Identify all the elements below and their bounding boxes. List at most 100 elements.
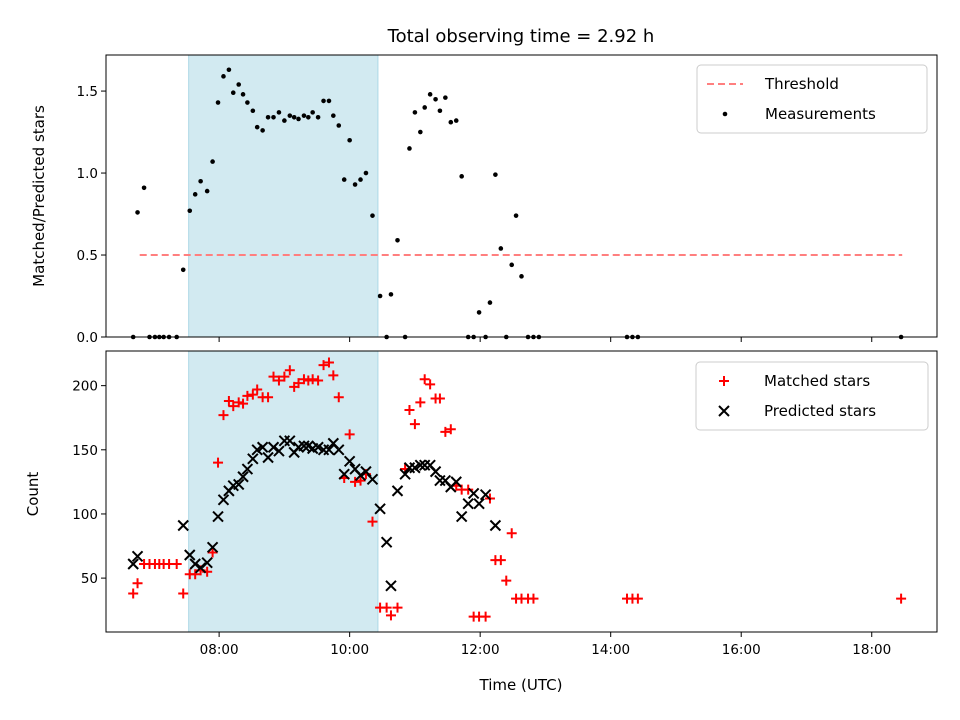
measurements-point bbox=[363, 170, 369, 176]
predicted-stars-point bbox=[455, 510, 468, 523]
matched-stars-point bbox=[501, 575, 512, 586]
measurements-point bbox=[240, 92, 246, 97]
measurements-point bbox=[443, 95, 448, 100]
matched-stars-point bbox=[434, 393, 445, 404]
matched-stars-point bbox=[480, 611, 491, 622]
matched-stars-point bbox=[323, 357, 334, 368]
predicted-stars-point bbox=[217, 494, 230, 506]
measurements-point bbox=[315, 115, 321, 120]
matched-stars-point bbox=[207, 547, 218, 558]
measurements-point bbox=[321, 98, 326, 104]
matched-stars-point bbox=[419, 374, 430, 385]
matched-stars-point bbox=[313, 375, 324, 386]
bottom-ytick-label: 50 bbox=[81, 571, 98, 587]
measurements-point bbox=[427, 92, 433, 97]
measurements-point bbox=[336, 123, 342, 128]
measurements-point bbox=[210, 159, 215, 164]
top-axes-frame bbox=[105, 54, 938, 338]
matched-stars-point bbox=[440, 426, 451, 437]
predicted-stars-point bbox=[338, 468, 350, 480]
measurements-point bbox=[453, 118, 459, 123]
predicted-stars-point bbox=[206, 541, 219, 554]
measurements-point bbox=[296, 116, 301, 122]
matched-stars-point bbox=[171, 558, 182, 569]
measurements-point bbox=[204, 188, 210, 194]
matched-stars-point bbox=[425, 379, 436, 390]
top-chart-title: Total observing time = 2.92 h bbox=[387, 26, 655, 47]
measurements-point bbox=[352, 182, 358, 187]
bottom-legend: Matched stars Predicted stars bbox=[695, 361, 929, 431]
matched-stars-point bbox=[223, 396, 234, 407]
measurements-point bbox=[498, 246, 504, 251]
matched-stars-point bbox=[318, 360, 329, 371]
matched-stars-point bbox=[896, 593, 907, 604]
matched-stars-point bbox=[303, 375, 314, 386]
measurements-point bbox=[180, 267, 186, 273]
matched-stars-point bbox=[528, 593, 539, 604]
matched-stars-point bbox=[273, 375, 284, 386]
predicted-stars-point bbox=[414, 459, 427, 471]
measurements-point bbox=[282, 118, 287, 123]
matched-stars-point bbox=[263, 392, 274, 403]
legend-label: Measurements bbox=[765, 105, 876, 123]
matched-stars-point bbox=[293, 378, 304, 389]
measurements-point bbox=[341, 177, 347, 182]
matched-stars-point bbox=[392, 602, 403, 613]
matched-stars-point bbox=[279, 371, 290, 382]
measurements-point bbox=[306, 115, 311, 120]
matched-stars-point bbox=[445, 424, 456, 435]
predicted-stars-point bbox=[450, 476, 462, 488]
bottom-axes-frame bbox=[105, 350, 938, 633]
bottom-ytick-label: 200 bbox=[72, 379, 98, 395]
top-ytick-label: 0.5 bbox=[77, 248, 98, 264]
top-chart-ylabel: Matched/Predicted stars bbox=[30, 105, 48, 287]
measurements-point bbox=[236, 82, 241, 87]
legend-box bbox=[695, 361, 929, 431]
measurements-point bbox=[388, 292, 394, 297]
matched-stars-point bbox=[178, 588, 189, 599]
predicted-stars-point bbox=[429, 465, 442, 478]
legend-plus-swatch bbox=[719, 376, 729, 386]
measurements-point bbox=[448, 119, 454, 125]
matched-stars-point bbox=[247, 389, 258, 400]
predicted-stars-point bbox=[237, 471, 249, 483]
predicted-stars-point bbox=[267, 441, 280, 453]
measurements-point bbox=[331, 113, 336, 118]
measurements-point bbox=[407, 146, 412, 151]
matched-stars-point bbox=[328, 370, 339, 381]
measurements-point bbox=[215, 100, 221, 105]
measurements-point bbox=[422, 105, 427, 110]
measurements-point bbox=[310, 110, 315, 115]
predicted-stars-point bbox=[212, 510, 224, 523]
bottom-xtick-label: 14:00 bbox=[591, 642, 630, 658]
predicted-stars-point bbox=[462, 497, 474, 510]
bottom-xtick-label: 08:00 bbox=[200, 642, 239, 658]
matched-stars-point bbox=[238, 398, 249, 409]
bottom-xtick-label: 16:00 bbox=[722, 642, 761, 658]
predicted-stars-point bbox=[479, 489, 492, 501]
bottom-chart-ylabel: Count bbox=[24, 472, 42, 517]
matched-stars-point bbox=[409, 419, 420, 430]
bottom-xtick-label: 18:00 bbox=[852, 642, 891, 658]
measurements-point bbox=[226, 67, 232, 73]
predicted-stars-point bbox=[380, 536, 393, 548]
bottom-observing-window bbox=[188, 350, 379, 633]
predicted-stars-point bbox=[189, 558, 201, 570]
predicted-stars-point bbox=[177, 519, 189, 532]
predicted-stars-point bbox=[284, 435, 296, 447]
top-ytick-label: 1.0 bbox=[77, 166, 98, 182]
measurements-point bbox=[192, 192, 198, 197]
measurements-point bbox=[221, 74, 226, 79]
predicted-stars-point bbox=[467, 487, 480, 500]
matched-stars-point bbox=[132, 578, 143, 589]
measurements-point bbox=[358, 177, 363, 182]
predicted-stars-point bbox=[184, 549, 196, 561]
legend-label: Matched stars bbox=[764, 372, 870, 390]
matched-stars-point bbox=[350, 476, 361, 487]
predicted-stars-point bbox=[391, 485, 404, 497]
measurements-point bbox=[271, 115, 276, 120]
matched-stars-point bbox=[381, 602, 392, 613]
predicted-stars-point bbox=[241, 463, 254, 475]
predicted-stars-point bbox=[399, 468, 411, 480]
